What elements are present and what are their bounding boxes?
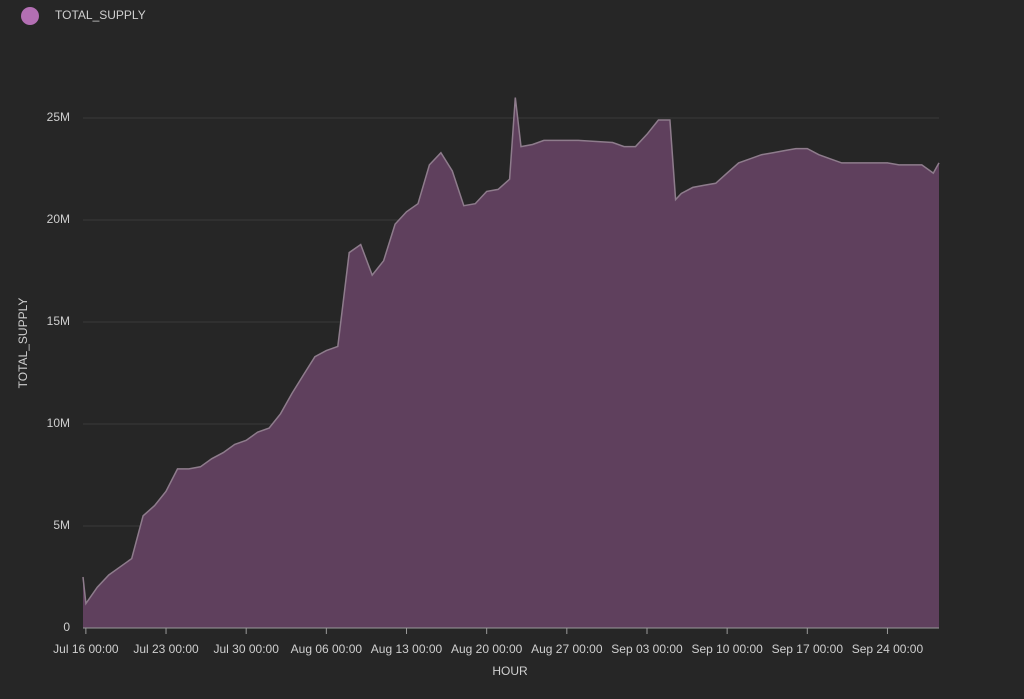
x-tick-label: Sep 03 00:00	[611, 642, 683, 656]
y-tick-label: 0	[63, 620, 70, 634]
area	[83, 97, 939, 629]
legend-label: TOTAL_SUPPLY	[55, 8, 146, 22]
x-tick-label: Sep 17 00:00	[772, 642, 844, 656]
x-tick-label: Aug 20 00:00	[451, 642, 523, 656]
x-tick-label: Aug 13 00:00	[371, 642, 443, 656]
x-tick-label: Jul 30 00:00	[213, 642, 279, 656]
x-tick-label: Sep 24 00:00	[852, 642, 924, 656]
x-tick-label: Sep 10 00:00	[691, 642, 763, 656]
legend-marker	[21, 7, 39, 25]
x-tick-label: Aug 06 00:00	[291, 642, 363, 656]
x-tick-label: Jul 23 00:00	[133, 642, 199, 656]
x-tick-label: Aug 27 00:00	[531, 642, 603, 656]
x-axis-title: HOUR	[492, 664, 528, 678]
x-tick-label: Jul 16 00:00	[53, 642, 119, 656]
y-axis-title: TOTAL_SUPPLY	[16, 298, 30, 389]
y-tick-label: 5M	[53, 518, 70, 532]
y-tick-label: 15M	[47, 314, 70, 328]
y-tick-label: 10M	[47, 416, 70, 430]
y-tick-label: 25M	[47, 110, 70, 124]
area-line	[82, 97, 940, 606]
y-tick-label: 20M	[47, 212, 70, 226]
